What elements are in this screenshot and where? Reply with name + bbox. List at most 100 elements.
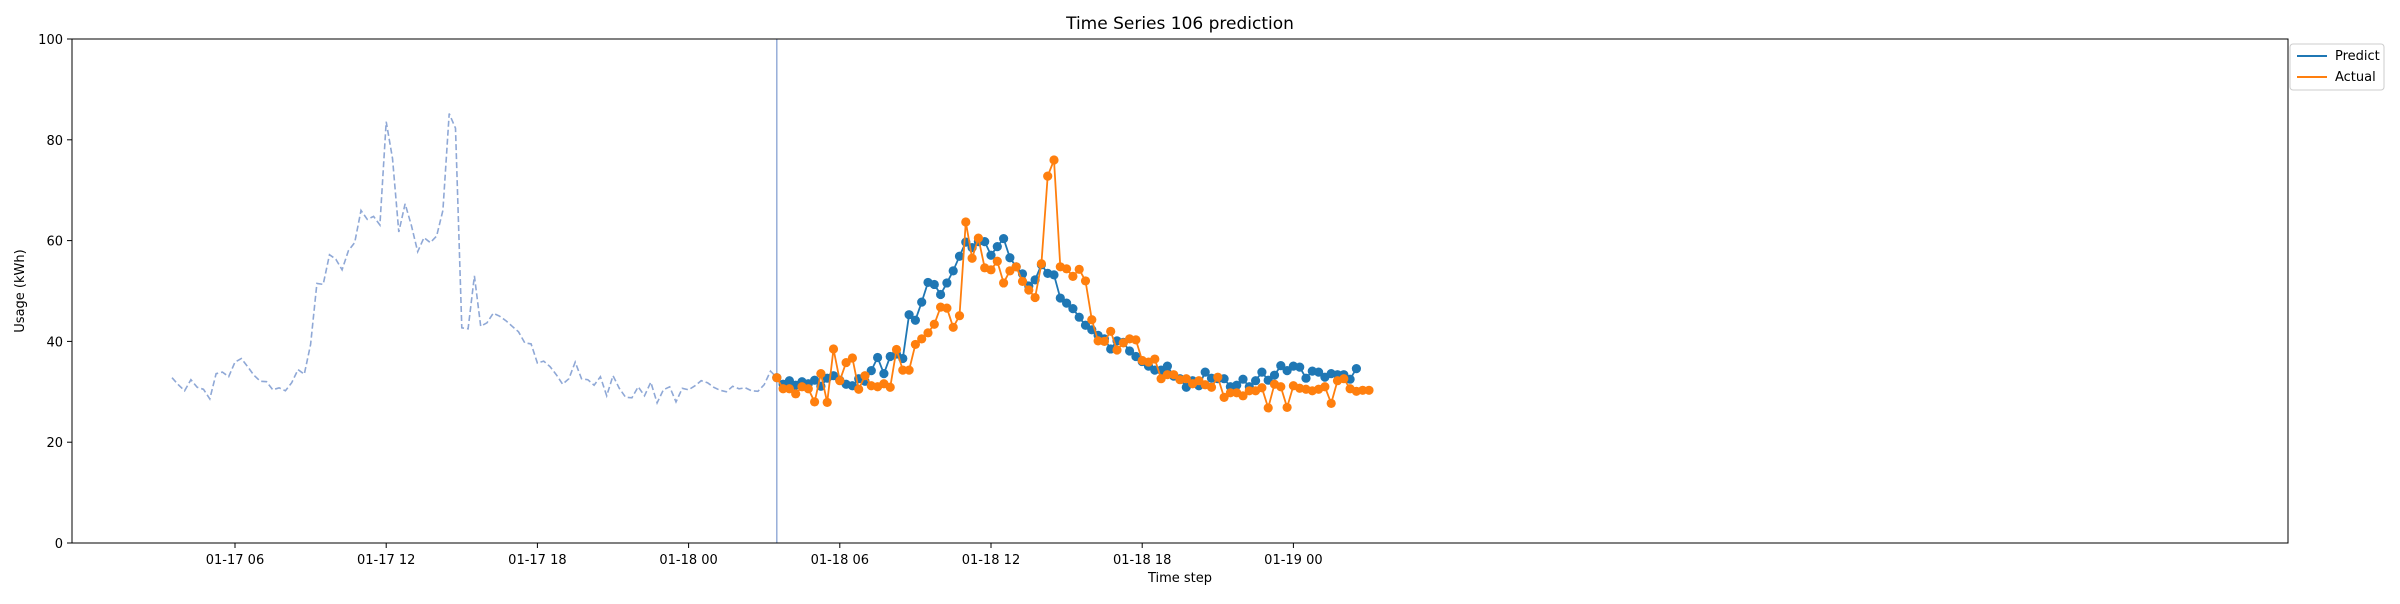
predict-point: [866, 366, 876, 376]
y-tick-label: 100: [38, 33, 63, 48]
predict-point: [1055, 293, 1065, 303]
actual-point: [923, 328, 933, 338]
actual-point: [1011, 262, 1021, 272]
actual-point: [1043, 171, 1053, 181]
predict-point: [873, 352, 883, 363]
predict-point: [1049, 270, 1059, 280]
predict-point: [992, 242, 1002, 252]
actual-point: [1131, 335, 1141, 345]
actual-point: [1206, 382, 1217, 392]
predict-point: [999, 233, 1009, 244]
predict-point: [1269, 370, 1280, 380]
actual-point: [999, 278, 1009, 288]
actual-point: [1339, 374, 1349, 384]
actual-point: [772, 373, 782, 383]
x-tick-label: 01-18 06: [811, 553, 869, 568]
actual-point: [1150, 354, 1160, 364]
y-tick-label: 20: [46, 436, 63, 451]
actual-point: [854, 384, 864, 394]
actual-point: [942, 303, 952, 313]
actual-point: [1257, 383, 1267, 393]
actual-point: [1213, 372, 1223, 382]
actual-point: [1036, 259, 1046, 269]
actual-point: [1326, 398, 1336, 408]
predict-point: [810, 375, 820, 385]
actual-point: [803, 384, 813, 394]
actual-point: [954, 311, 965, 321]
x-tick-label: 01-18 00: [659, 553, 717, 568]
x-tick-label: 01-17 12: [357, 553, 415, 568]
actual-point: [1024, 285, 1034, 295]
actual-point: [917, 334, 927, 344]
actual-point: [860, 371, 870, 381]
predict-point: [1068, 304, 1078, 314]
actual-point: [885, 382, 895, 392]
actual-point: [822, 397, 832, 407]
y-tick-label: 0: [55, 537, 63, 552]
predict-point: [1125, 346, 1135, 356]
predict-point: [1162, 361, 1172, 371]
actual-point: [1276, 382, 1286, 392]
actual-point: [828, 344, 839, 354]
predict-point: [1074, 312, 1084, 322]
actual-point: [778, 384, 788, 394]
x-tick-label: 01-17 18: [508, 553, 566, 568]
predict-point: [1232, 380, 1242, 390]
y-tick-label: 80: [46, 134, 63, 149]
plot-area: 0 20 40 60 80 100 01-17 06 01-17 12 01-17 18 01-1…: [38, 33, 2289, 568]
predict-point: [936, 289, 946, 300]
x-tick-label: 01-17 06: [206, 553, 264, 568]
actual-point: [1238, 391, 1248, 401]
actual-point: [961, 217, 971, 227]
actual-point: [904, 365, 914, 375]
actual-point: [1087, 315, 1097, 325]
predict-point: [954, 251, 965, 261]
predict-point: [986, 250, 996, 260]
actual-point: [1358, 385, 1368, 395]
actual-point: [986, 265, 996, 275]
actual-point: [1364, 385, 1374, 395]
legend: Predict Actual: [2289, 43, 2385, 91]
predict-point: [929, 279, 939, 290]
y-tick-label: 60: [46, 235, 63, 250]
history-series-line: [171, 113, 778, 406]
actual-point: [1030, 292, 1040, 303]
actual-point: [1049, 155, 1059, 165]
y-tick-label: 40: [46, 335, 63, 350]
actual-point: [1080, 276, 1091, 286]
legend-actual-label: Actual: [2335, 70, 2376, 85]
predict-point: [1295, 362, 1305, 372]
plot-frame: [71, 38, 2289, 544]
actual-point: [1225, 388, 1235, 398]
x-tick-label: 01-18 18: [1113, 553, 1171, 568]
actual-point: [948, 322, 958, 332]
predict-point: [910, 315, 921, 325]
predict-point: [1257, 367, 1267, 377]
actual-point: [1099, 336, 1109, 346]
actual-point: [1320, 382, 1330, 392]
predict-point: [1200, 367, 1210, 377]
actual-series-line: [776, 159, 1369, 412]
actual-point: [1169, 370, 1179, 380]
actual-point: [1074, 264, 1084, 274]
x-tick-label: 01-18 12: [962, 553, 1020, 568]
actual-point: [791, 389, 801, 399]
actual-point: [1282, 402, 1292, 413]
legend-predict-label: Predict: [2335, 49, 2380, 64]
predict-point: [1351, 364, 1361, 374]
predict-point: [942, 278, 952, 288]
actual-point: [1106, 326, 1116, 336]
predict-point: [1251, 376, 1261, 386]
predict-point: [879, 369, 889, 379]
actual-point: [810, 397, 820, 407]
actual-point: [898, 365, 908, 375]
predict-point: [1062, 298, 1072, 308]
actual-point: [992, 256, 1002, 266]
x-axis-label: Time step: [1147, 571, 1212, 586]
predict-series-line: [776, 236, 1358, 389]
actual-point: [1068, 271, 1078, 281]
actual-point: [1244, 386, 1254, 396]
predict-point: [917, 297, 927, 307]
predict-point: [1005, 253, 1015, 263]
